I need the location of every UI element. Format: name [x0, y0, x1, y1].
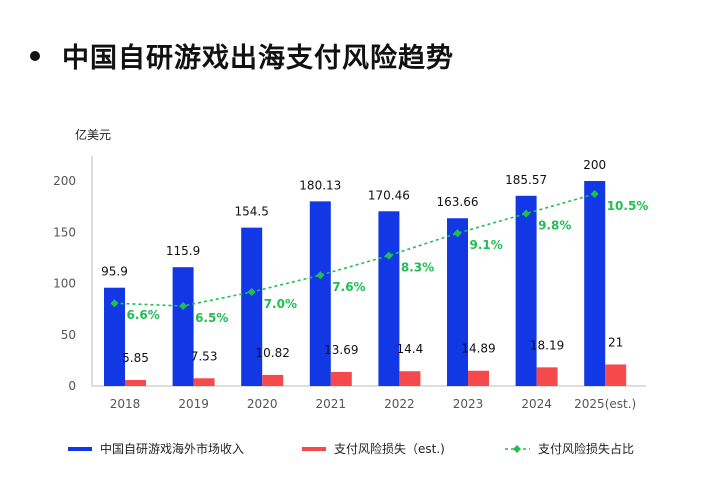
ratio-point [453, 229, 462, 238]
ratio-line [114, 193, 595, 307]
ratio-data-label: 8.3% [401, 261, 434, 275]
x-tick-label: 2025(est.) [574, 397, 636, 411]
x-tick-label: 2021 [316, 397, 347, 411]
revenue-bar [447, 218, 468, 386]
ratio-point [384, 251, 393, 260]
risk-loss-bar [399, 371, 421, 386]
ratio-point [522, 209, 531, 218]
ratio-data-label: 6.6% [127, 308, 160, 322]
ratio-point [110, 299, 119, 308]
x-tick-label: 2020 [247, 397, 278, 411]
risk-loss-bar [330, 371, 352, 386]
y-tick-label: 150 [53, 225, 76, 239]
risk-loss-data-label: 18.19 [530, 338, 564, 352]
y-tick-label: 100 [53, 277, 76, 291]
revenue-bar [584, 181, 606, 386]
revenue-bar [515, 195, 537, 386]
x-tick-label: 2024 [521, 397, 552, 411]
risk-loss-data-label: 10.82 [256, 346, 290, 360]
ratio-data-label: 6.5% [195, 311, 228, 325]
revenue-bar [104, 287, 125, 386]
risk-loss-data-label: 5.85 [122, 351, 149, 365]
revenue-data-label: 185.57 [505, 173, 547, 187]
risk-loss-data-label: 14.4 [397, 342, 424, 356]
title-row: 中国自研游戏出海支付风险趋势 [30, 36, 454, 75]
ratio-point [179, 302, 188, 310]
x-tick-label: 2018 [110, 397, 141, 411]
legend-ratio-label: 支付风险损失占比 [538, 441, 634, 456]
risk-loss-bar [125, 380, 146, 386]
revenue-data-label: 95.9 [101, 265, 128, 279]
x-tick-label: 2023 [453, 397, 484, 411]
risk-loss-data-label: 7.53 [191, 349, 218, 363]
legend-risk-loss-label: 支付风险损失（est.) [334, 441, 445, 456]
revenue-data-label: 163.66 [437, 195, 479, 209]
revenue-data-label: 180.13 [299, 178, 341, 192]
risk-loss-bar [605, 364, 627, 386]
revenue-data-label: 115.9 [166, 244, 200, 258]
revenue-data-label: 154.5 [235, 205, 269, 219]
ratio-point [316, 271, 325, 280]
legend-revenue-label: 中国自研游戏海外市场收入 [100, 441, 244, 456]
risk-loss-data-label: 14.89 [461, 342, 495, 356]
risk-loss-bar [193, 378, 215, 386]
legend-ratio-marker [513, 445, 521, 453]
revenue-bar [241, 227, 263, 386]
revenue-bar [309, 201, 331, 386]
y-axis-label: 亿美元 [75, 127, 111, 142]
y-tick-label: 0 [68, 379, 76, 393]
ratio-data-label: 7.0% [264, 297, 297, 311]
risk-loss-data-label: 21 [608, 335, 623, 349]
revenue-data-label: 200 [583, 158, 606, 172]
page-title: 中国自研游戏出海支付风险趋势 [62, 43, 454, 74]
risk-loss-data-label: 13.69 [324, 343, 358, 357]
revenue-bar [172, 267, 194, 386]
bullet-icon [30, 50, 40, 61]
ratio-data-label: 9.8% [538, 219, 571, 233]
y-tick-label: 50 [61, 328, 76, 342]
y-tick-label: 200 [53, 174, 76, 188]
ratio-point [590, 190, 599, 198]
risk-loss-bar [536, 367, 558, 386]
ratio-data-label: 7.6% [332, 280, 365, 294]
ratio-data-label: 9.1% [470, 238, 503, 252]
ratio-point [247, 288, 256, 296]
risk-loss-bar [468, 370, 489, 386]
x-tick-label: 2019 [178, 397, 209, 411]
revenue-bar [378, 211, 400, 386]
risk-loss-bar [262, 374, 284, 386]
revenue-data-label: 170.46 [368, 188, 410, 202]
x-tick-label: 2022 [384, 397, 415, 411]
ratio-data-label: 10.5% [607, 199, 649, 213]
